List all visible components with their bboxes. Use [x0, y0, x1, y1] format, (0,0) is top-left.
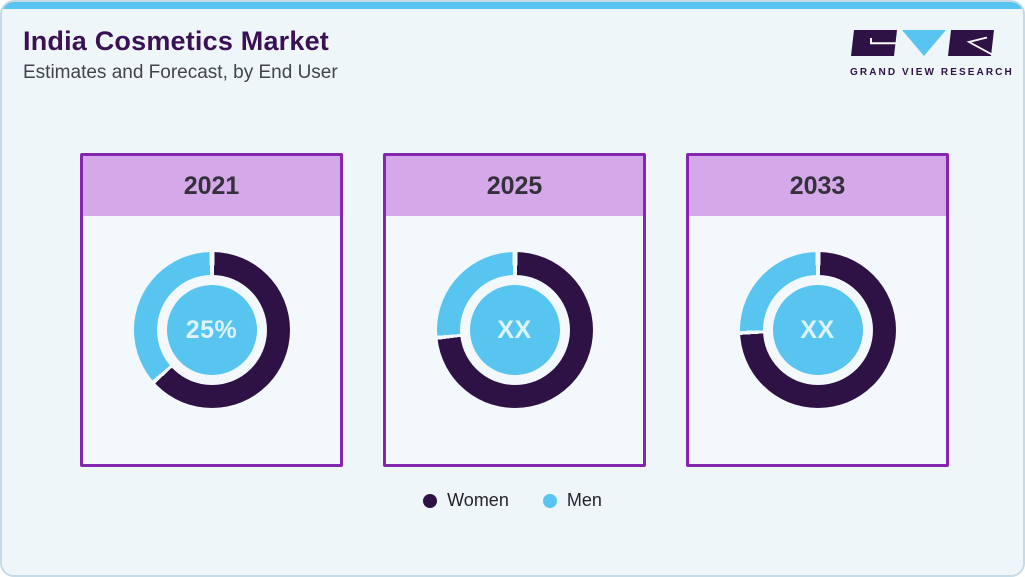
year-cards: 2021 25% 2025 XX 2033	[80, 153, 949, 467]
card-2025-year-label: 2025	[486, 171, 543, 200]
donut-2025-center-label: XX	[469, 285, 560, 375]
donut-2033-center-label: XX	[772, 285, 863, 375]
page-title: India Cosmetics Market	[23, 26, 330, 56]
card-2025-header: 2025	[386, 156, 643, 216]
gvr-logo-icon	[851, 30, 994, 56]
card-2025-body: XX	[386, 216, 643, 464]
donut-chart-2021: 25%	[133, 252, 290, 408]
card-2021-header: 2021	[83, 156, 340, 216]
donut-chart-2025: XX	[436, 252, 593, 408]
men-color-dot	[542, 493, 557, 508]
card-2021-body: 25%	[83, 216, 340, 464]
card-2025: 2025 XX	[383, 153, 646, 467]
women-color-dot	[423, 493, 438, 508]
legend-item-women: Women	[423, 490, 509, 511]
card-2033-year-label: 2033	[789, 171, 846, 200]
donut-2021-center-label: 25%	[166, 285, 257, 375]
card-2033-header: 2033	[689, 156, 946, 216]
title-block: India Cosmetics Market Estimates and For…	[23, 26, 338, 84]
gvr-logo: GRAND VIEW RESEARCH	[850, 30, 1014, 78]
legend-label-men: Men	[566, 490, 602, 510]
donut-chart-2033: XX	[739, 252, 896, 408]
card-2033: 2033 XX	[686, 153, 949, 467]
card-2021-year-label: 2021	[183, 171, 240, 200]
top-accent-bar	[2, 2, 1023, 9]
card-2033-body: XX	[689, 216, 946, 464]
chart-legend: Women Men	[2, 490, 1023, 511]
legend-label-women: Women	[447, 490, 509, 510]
gvr-logo-text: GRAND VIEW RESEARCH	[850, 67, 1014, 78]
card-2021: 2021 25%	[80, 153, 343, 467]
legend-item-men: Men	[542, 490, 602, 511]
page-subtitle: Estimates and Forecast, by End User	[23, 62, 338, 83]
